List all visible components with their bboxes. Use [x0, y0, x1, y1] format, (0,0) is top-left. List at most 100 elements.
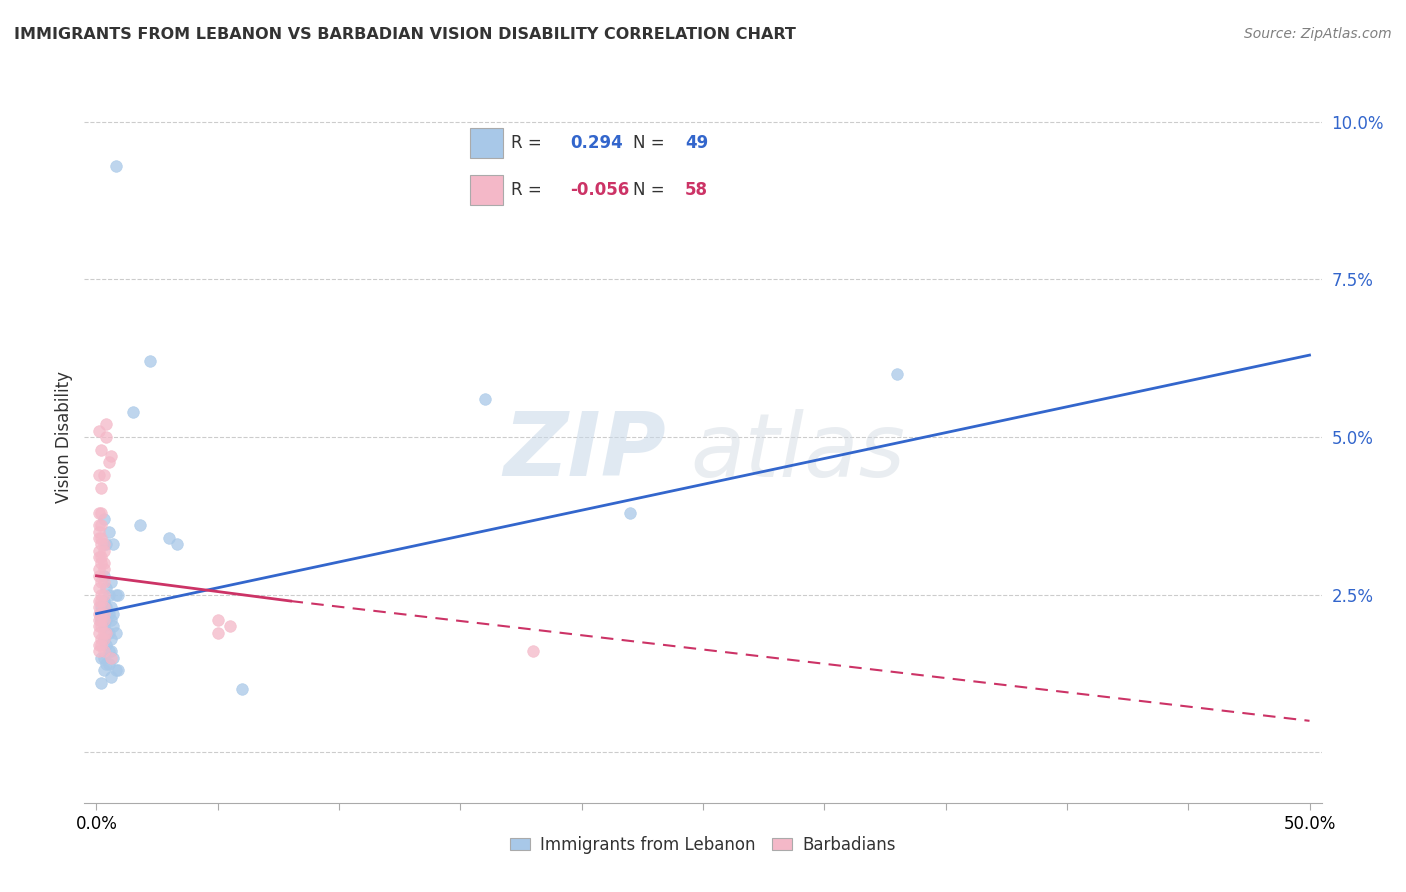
Point — [90, 575, 112, 590]
Point — [93, 607, 115, 621]
Point — [103, 619, 125, 633]
Point — [103, 607, 125, 621]
Text: Source: ZipAtlas.com: Source: ZipAtlas.com — [1244, 27, 1392, 41]
Point — [90, 632, 112, 646]
Point — [522, 644, 544, 658]
Point — [886, 367, 908, 381]
Point — [107, 588, 129, 602]
Point — [90, 676, 112, 690]
Point — [93, 632, 115, 646]
Point — [87, 562, 110, 576]
Y-axis label: Vision Disability: Vision Disability — [55, 371, 73, 503]
Point — [90, 638, 112, 652]
Point — [90, 537, 112, 551]
Point — [97, 588, 120, 602]
Point — [87, 582, 110, 596]
Point — [90, 613, 112, 627]
Point — [129, 518, 152, 533]
Point — [87, 531, 110, 545]
Point — [87, 543, 110, 558]
Point — [93, 467, 115, 482]
Point — [90, 531, 112, 545]
Point — [207, 625, 229, 640]
Point — [97, 644, 120, 658]
Point — [90, 613, 112, 627]
Point — [90, 481, 112, 495]
Text: IMMIGRANTS FROM LEBANON VS BARBADIAN VISION DISABILITY CORRELATION CHART: IMMIGRANTS FROM LEBANON VS BARBADIAN VIS… — [14, 27, 796, 42]
Point — [87, 467, 110, 482]
Point — [97, 657, 120, 671]
Point — [87, 518, 110, 533]
Point — [104, 588, 127, 602]
Point — [87, 613, 110, 627]
Point — [90, 650, 112, 665]
Point — [103, 537, 125, 551]
Point — [157, 531, 180, 545]
Point — [103, 650, 125, 665]
Point — [93, 537, 115, 551]
Point — [93, 543, 115, 558]
Point — [87, 638, 110, 652]
Point — [93, 556, 115, 570]
Point — [93, 594, 115, 608]
Point — [87, 600, 110, 615]
Point — [231, 682, 253, 697]
Point — [93, 644, 115, 658]
Point — [107, 664, 129, 678]
Point — [96, 613, 118, 627]
Point — [90, 600, 112, 615]
Point — [87, 424, 110, 438]
Point — [87, 619, 110, 633]
Point — [100, 449, 122, 463]
Point — [90, 518, 112, 533]
Point — [96, 657, 118, 671]
Point — [87, 524, 110, 539]
Point — [93, 613, 115, 627]
Point — [100, 632, 122, 646]
Point — [97, 607, 120, 621]
Point — [122, 405, 145, 419]
Point — [104, 159, 127, 173]
Point — [87, 625, 110, 640]
Point — [87, 644, 110, 658]
Point — [93, 632, 115, 646]
Point — [96, 582, 118, 596]
Text: ZIP: ZIP — [503, 409, 666, 495]
Point — [90, 619, 112, 633]
Point — [96, 638, 118, 652]
Point — [93, 650, 115, 665]
Point — [93, 512, 115, 526]
Point — [219, 619, 242, 633]
Point — [90, 607, 112, 621]
Point — [93, 562, 115, 576]
Point — [93, 575, 115, 590]
Point — [87, 506, 110, 520]
Point — [97, 524, 120, 539]
Point — [87, 549, 110, 564]
Point — [166, 537, 188, 551]
Point — [93, 588, 115, 602]
Point — [93, 600, 115, 615]
Point — [96, 430, 118, 444]
Point — [96, 537, 118, 551]
Point — [104, 625, 127, 640]
Legend: Immigrants from Lebanon, Barbadians: Immigrants from Lebanon, Barbadians — [503, 829, 903, 860]
Point — [93, 569, 115, 583]
Point — [100, 644, 122, 658]
Point — [207, 613, 229, 627]
Point — [474, 392, 496, 407]
Point — [87, 594, 110, 608]
Point — [100, 600, 122, 615]
Point — [96, 600, 118, 615]
Point — [100, 613, 122, 627]
Point — [87, 569, 110, 583]
Point — [90, 442, 112, 457]
Point — [90, 594, 112, 608]
Point — [90, 549, 112, 564]
Point — [90, 506, 112, 520]
Point — [90, 556, 112, 570]
Point — [93, 607, 115, 621]
Point — [93, 664, 115, 678]
Point — [90, 588, 112, 602]
Point — [100, 575, 122, 590]
